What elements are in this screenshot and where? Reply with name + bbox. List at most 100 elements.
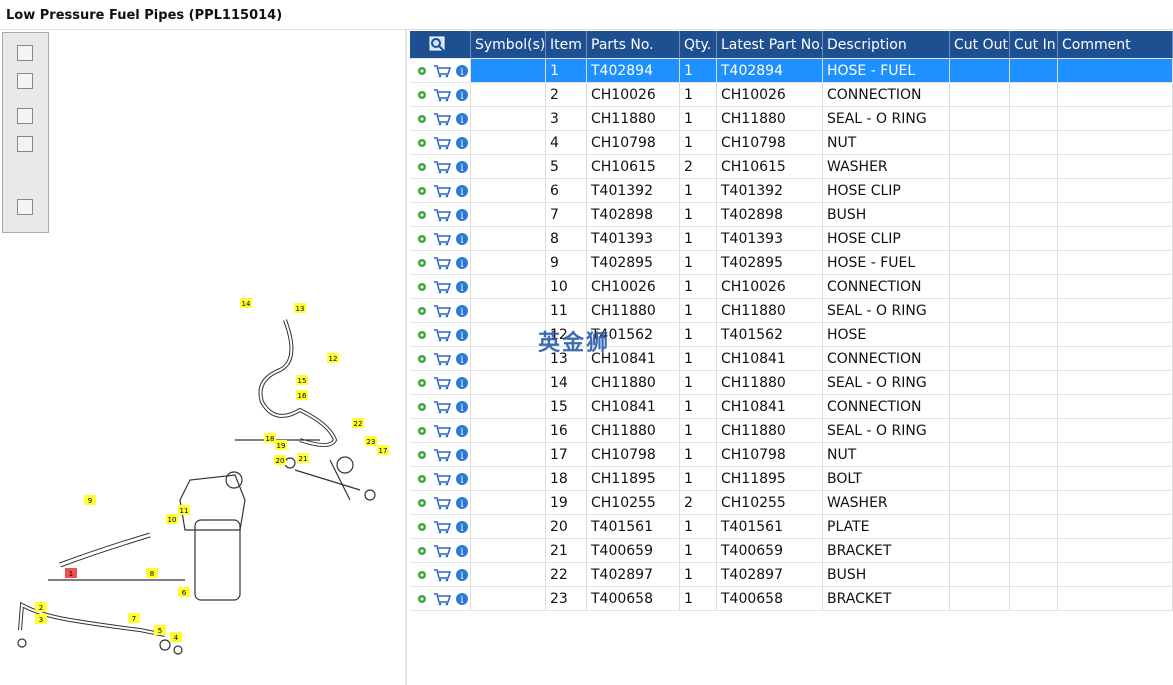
empty-cell[interactable]	[950, 275, 1010, 299]
empty-cell[interactable]	[1010, 131, 1058, 155]
part-no-cell[interactable]: T402895	[587, 251, 680, 275]
row-icons[interactable]: i	[414, 469, 471, 489]
row-icons[interactable]: i	[414, 589, 471, 609]
empty-cell[interactable]	[1058, 83, 1173, 107]
empty-cell[interactable]	[950, 227, 1010, 251]
symbol-cell[interactable]	[471, 131, 546, 155]
part-no-cell[interactable]: CH11880	[587, 107, 680, 131]
latest-part-cell[interactable]: T401393	[717, 227, 823, 251]
qty-cell[interactable]: 1	[680, 371, 717, 395]
part-no-cell[interactable]: CH10798	[587, 443, 680, 467]
part-no-cell[interactable]: T400659	[587, 539, 680, 563]
description-cell[interactable]: CONNECTION	[823, 275, 950, 299]
latest-part-cell[interactable]: CH10798	[717, 443, 823, 467]
empty-cell[interactable]	[950, 539, 1010, 563]
qty-cell[interactable]: 1	[680, 227, 717, 251]
empty-cell[interactable]	[1010, 275, 1058, 299]
item-cell[interactable]: 18	[546, 467, 587, 491]
latest-part-cell[interactable]: CH10841	[717, 347, 823, 371]
qty-cell[interactable]: 1	[680, 443, 717, 467]
row-icons[interactable]: i	[414, 373, 471, 393]
empty-cell[interactable]	[1058, 107, 1173, 131]
description-cell[interactable]: HOSE	[823, 323, 950, 347]
description-cell[interactable]: WASHER	[823, 491, 950, 515]
part-no-cell[interactable]: CH10798	[587, 131, 680, 155]
description-cell[interactable]: BUSH	[823, 203, 950, 227]
qty-cell[interactable]: 1	[680, 131, 717, 155]
part-no-cell[interactable]: CH10841	[587, 347, 680, 371]
fit-button[interactable]	[17, 108, 33, 124]
empty-cell[interactable]	[1058, 131, 1173, 155]
latest-part-cell[interactable]: CH10026	[717, 83, 823, 107]
latest-part-cell[interactable]: T402897	[717, 563, 823, 587]
row-icons[interactable]: i	[414, 85, 471, 105]
empty-cell[interactable]	[1058, 203, 1173, 227]
description-cell[interactable]: BUSH	[823, 563, 950, 587]
symbol-cell[interactable]	[471, 371, 546, 395]
empty-cell[interactable]	[1010, 227, 1058, 251]
item-cell[interactable]: 17	[546, 443, 587, 467]
empty-cell[interactable]	[950, 299, 1010, 323]
empty-cell[interactable]	[950, 491, 1010, 515]
empty-cell[interactable]	[950, 107, 1010, 131]
description-cell[interactable]: CONNECTION	[823, 83, 950, 107]
row-icons[interactable]: i	[414, 397, 471, 417]
row-icons[interactable]: i	[414, 325, 471, 345]
qty-cell[interactable]: 2	[680, 155, 717, 179]
item-cell[interactable]: 22	[546, 563, 587, 587]
qty-cell[interactable]: 1	[680, 83, 717, 107]
qty-cell[interactable]: 1	[680, 275, 717, 299]
empty-cell[interactable]	[1058, 275, 1173, 299]
empty-cell[interactable]	[1010, 251, 1058, 275]
description-cell[interactable]: SEAL - O RING	[823, 107, 950, 131]
symbol-cell[interactable]	[471, 83, 546, 107]
latest-part-cell[interactable]: T401562	[717, 323, 823, 347]
empty-cell[interactable]	[950, 251, 1010, 275]
part-no-cell[interactable]: T402894	[587, 59, 680, 83]
empty-cell[interactable]	[950, 443, 1010, 467]
item-cell[interactable]: 1	[546, 59, 587, 83]
zoom-out-button[interactable]	[17, 73, 33, 89]
empty-cell[interactable]	[1058, 371, 1173, 395]
symbol-cell[interactable]	[471, 203, 546, 227]
empty-cell[interactable]	[1010, 587, 1058, 611]
description-cell[interactable]: NUT	[823, 131, 950, 155]
symbol-cell[interactable]	[471, 59, 546, 83]
zoom-in-button[interactable]	[17, 45, 33, 61]
item-cell[interactable]: 20	[546, 515, 587, 539]
description-cell[interactable]: HOSE CLIP	[823, 179, 950, 203]
row-icons[interactable]: i	[414, 301, 471, 321]
latest-part-cell[interactable]: T402898	[717, 203, 823, 227]
symbol-cell[interactable]	[471, 539, 546, 563]
item-cell[interactable]: 14	[546, 371, 587, 395]
item-cell[interactable]: 23	[546, 587, 587, 611]
description-cell[interactable]: BRACKET	[823, 539, 950, 563]
actual-size-button[interactable]	[17, 136, 33, 152]
item-cell[interactable]: 13	[546, 347, 587, 371]
latest-part-cell[interactable]: CH11880	[717, 371, 823, 395]
qty-cell[interactable]: 1	[680, 59, 717, 83]
empty-cell[interactable]	[1010, 395, 1058, 419]
column-header[interactable]: Qty.	[680, 31, 717, 59]
empty-cell[interactable]	[1058, 467, 1173, 491]
qty-cell[interactable]: 1	[680, 395, 717, 419]
empty-cell[interactable]	[950, 203, 1010, 227]
symbol-cell[interactable]	[471, 515, 546, 539]
empty-cell[interactable]	[1058, 395, 1173, 419]
empty-cell[interactable]	[1058, 347, 1173, 371]
qty-cell[interactable]: 1	[680, 539, 717, 563]
empty-cell[interactable]	[1058, 539, 1173, 563]
empty-cell[interactable]	[1010, 203, 1058, 227]
row-icons[interactable]: i	[414, 157, 471, 177]
symbol-cell[interactable]	[471, 419, 546, 443]
description-cell[interactable]: HOSE - FUEL	[823, 59, 950, 83]
item-cell[interactable]: 9	[546, 251, 587, 275]
part-no-cell[interactable]: T401561	[587, 515, 680, 539]
empty-cell[interactable]	[1010, 443, 1058, 467]
item-cell[interactable]: 15	[546, 395, 587, 419]
empty-cell[interactable]	[950, 155, 1010, 179]
symbol-cell[interactable]	[471, 227, 546, 251]
item-cell[interactable]: 16	[546, 419, 587, 443]
empty-cell[interactable]	[1010, 563, 1058, 587]
row-icons[interactable]: i	[414, 565, 471, 585]
